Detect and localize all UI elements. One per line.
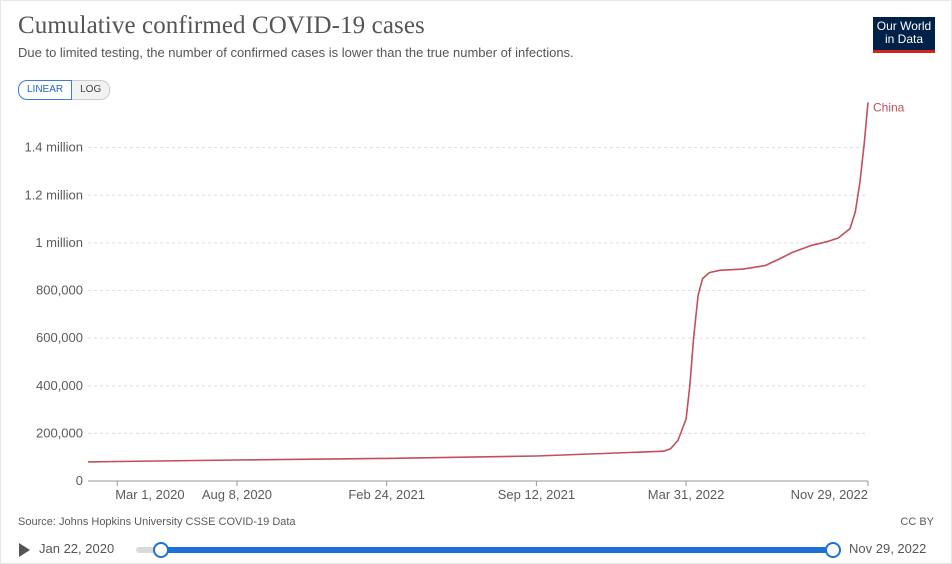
timeline: Jan 22, 2020 Nov 29, 2022 bbox=[0, 538, 952, 562]
series-label: China bbox=[873, 100, 905, 114]
chart-subtitle: Due to limited testing, the number of co… bbox=[18, 45, 574, 60]
gridlines bbox=[88, 147, 868, 434]
x-tick-label: Mar 31, 2022 bbox=[648, 487, 725, 502]
series-line-china bbox=[87, 102, 869, 463]
y-tick-label: 0 bbox=[76, 473, 83, 488]
timeline-end-date: Nov 29, 2022 bbox=[849, 541, 927, 556]
y-tick-label: 400,000 bbox=[36, 378, 83, 393]
logo-line-1: Our World bbox=[876, 19, 932, 33]
logo-line-2: in Data bbox=[884, 32, 924, 46]
x-axis-ticks: Mar 1, 2020 Aug 8, 2020 Feb 24, 2021 Sep 12… bbox=[115, 481, 869, 502]
timeline-start-date: Jan 22, 2020 bbox=[39, 541, 115, 556]
x-tick-label: Nov 29, 2022 bbox=[791, 487, 868, 502]
timeline-end-handle[interactable] bbox=[825, 542, 841, 558]
owid-logo[interactable]: Our World in Data bbox=[873, 17, 935, 53]
y-tick-label: 1 million bbox=[35, 235, 83, 250]
y-tick-label: 600,000 bbox=[36, 330, 83, 345]
chart-title: Cumulative confirmed COVID-19 cases bbox=[18, 12, 425, 39]
timeline-start-handle[interactable] bbox=[153, 542, 169, 558]
y-tick-label: 1.2 million bbox=[24, 187, 83, 202]
x-tick-label: Sep 12, 2021 bbox=[498, 487, 575, 502]
y-tick-label: 200,000 bbox=[36, 425, 83, 440]
log-scale-button[interactable]: LOG bbox=[72, 80, 111, 100]
timeline-selected-range bbox=[161, 547, 833, 553]
linear-scale-button[interactable]: LINEAR bbox=[18, 80, 73, 100]
play-icon[interactable] bbox=[19, 543, 30, 557]
x-tick-label: Aug 8, 2020 bbox=[202, 487, 272, 502]
y-tick-label: 800,000 bbox=[36, 283, 83, 298]
license-label[interactable]: CC BY bbox=[900, 516, 934, 528]
x-tick-label: Feb 24, 2021 bbox=[348, 487, 425, 502]
source-note[interactable]: Source: Johns Hopkins University CSSE CO… bbox=[18, 516, 296, 528]
series-lines: China bbox=[87, 100, 905, 463]
y-axis-ticks: 0 200,000 400,000 600,000 800,000 1 million 1.… bbox=[24, 140, 83, 488]
y-tick-label: 1.4 million bbox=[24, 140, 83, 155]
scale-toggle: LINEAR LOG bbox=[18, 80, 111, 100]
x-tick-label: Mar 1, 2020 bbox=[115, 487, 184, 502]
logo-accent-bar bbox=[873, 50, 935, 53]
